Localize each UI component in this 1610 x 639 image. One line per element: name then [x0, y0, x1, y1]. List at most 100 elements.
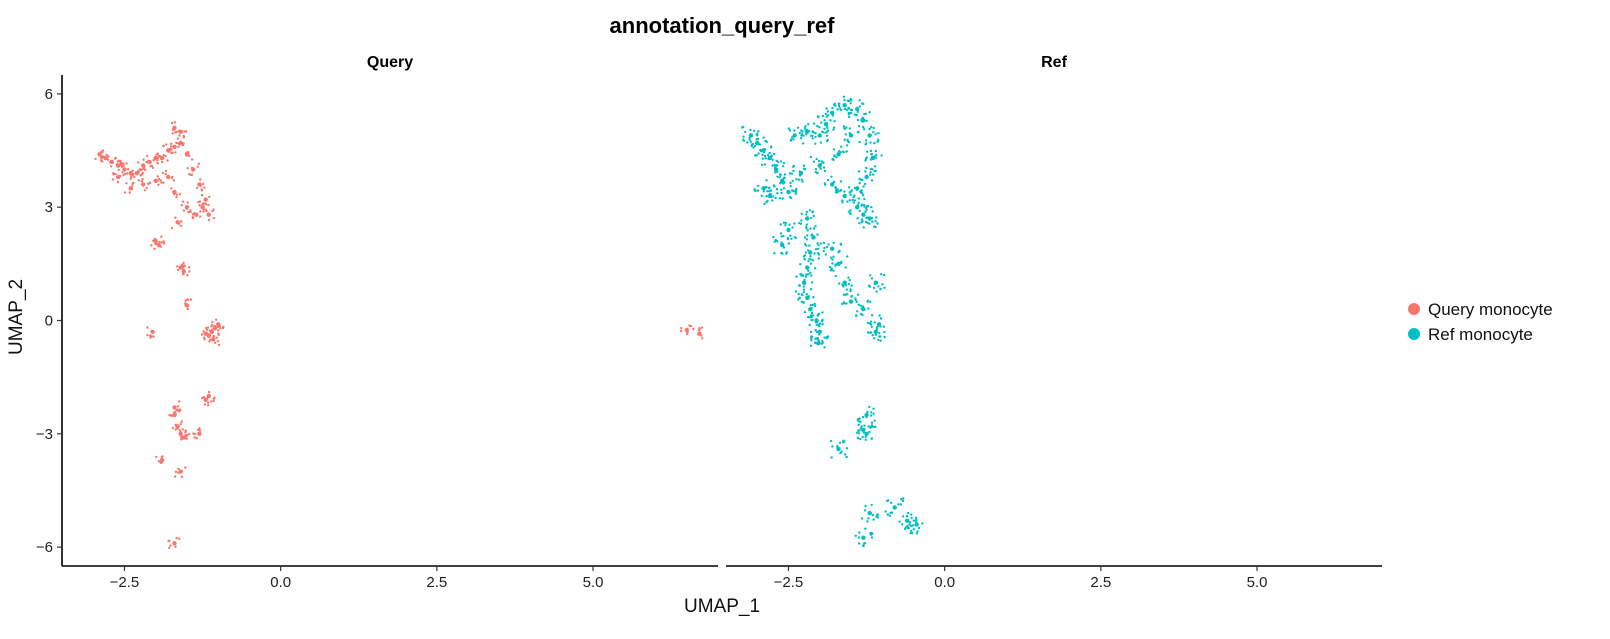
data-point-jitter	[164, 154, 167, 158]
data-point-jitter	[766, 154, 770, 157]
data-point-jitter	[805, 273, 808, 276]
data-point-jitter	[873, 321, 876, 324]
data-point-jitter	[889, 511, 892, 515]
data-point-jitter	[787, 242, 790, 245]
data-point-jitter	[782, 234, 785, 238]
data-point	[873, 329, 879, 334]
data-point-jitter	[878, 332, 881, 335]
panel-strip-ref: Ref	[1041, 54, 1067, 71]
data-point-jitter	[217, 325, 220, 329]
data-point-jitter	[183, 130, 186, 133]
data-point-jitter	[839, 242, 842, 245]
data-point-jitter	[797, 178, 801, 181]
data-point-jitter	[157, 460, 161, 463]
points-query	[94, 121, 704, 550]
data-point-jitter	[171, 151, 174, 154]
data-point-jitter	[808, 257, 811, 261]
data-point-jitter	[802, 142, 805, 145]
data-point-jitter	[870, 325, 873, 328]
data-point-jitter	[870, 179, 874, 182]
data-point	[864, 412, 869, 418]
data-point-jitter	[810, 335, 813, 338]
data-point-jitter	[186, 298, 190, 301]
data-point-jitter	[811, 137, 814, 140]
legend: Query monocyte Ref monocyte	[1408, 300, 1553, 344]
data-point-jitter	[182, 273, 185, 276]
data-point-jitter	[796, 126, 800, 129]
data-point-jitter	[779, 223, 782, 226]
data-point-jitter	[701, 337, 704, 340]
data-point-jitter	[812, 160, 816, 163]
data-point-jitter	[789, 138, 793, 141]
data-point-jitter	[160, 461, 164, 464]
data-point-jitter	[789, 185, 792, 188]
data-point-jitter	[785, 252, 788, 255]
data-point-jitter	[854, 534, 857, 537]
data-point-jitter	[188, 433, 191, 436]
data-point-jitter	[170, 121, 174, 125]
data-point-jitter	[814, 135, 817, 139]
x-tick-label: −2.5	[110, 574, 140, 591]
data-point-jitter	[810, 134, 813, 138]
panel-ref: −2.5 0.0 2.5 5.0	[726, 95, 1382, 591]
data-point-jitter	[826, 129, 830, 132]
x-tick-label: 2.5	[426, 574, 447, 591]
data-point-jitter	[873, 419, 876, 422]
data-point-jitter	[816, 337, 819, 340]
data-point-jitter	[844, 266, 847, 269]
x-tick-label: 5.0	[1247, 574, 1268, 591]
data-point-jitter	[217, 343, 221, 347]
data-point-jitter	[183, 264, 186, 268]
data-point-jitter	[900, 498, 903, 501]
data-point-jitter	[164, 169, 168, 173]
data-point-jitter	[845, 126, 848, 129]
data-point-jitter	[848, 199, 852, 202]
data-point-jitter	[813, 252, 816, 255]
data-point-jitter	[856, 110, 859, 114]
data-point-jitter	[843, 107, 847, 111]
data-point	[817, 329, 822, 334]
data-point-jitter	[870, 424, 874, 427]
data-point-jitter	[862, 544, 865, 547]
data-point-jitter	[819, 242, 823, 245]
data-point-jitter	[864, 504, 867, 508]
data-point-jitter	[119, 161, 122, 164]
data-point-jitter	[174, 545, 177, 548]
data-point-jitter	[865, 119, 868, 123]
data-point-jitter	[189, 173, 192, 177]
data-point-jitter	[173, 193, 176, 196]
data-point-jitter	[876, 516, 879, 519]
data-point-jitter	[155, 153, 158, 156]
data-point-jitter	[757, 130, 760, 133]
data-point-jitter	[139, 174, 142, 177]
data-point-jitter	[847, 99, 851, 103]
data-point-jitter	[176, 405, 180, 408]
data-point	[153, 178, 158, 183]
data-point-jitter	[692, 327, 695, 331]
data-point-jitter	[806, 229, 809, 232]
data-point-jitter	[837, 251, 840, 254]
data-point-jitter	[203, 403, 206, 406]
data-point-jitter	[832, 148, 836, 151]
data-point-jitter	[742, 139, 746, 142]
data-point-jitter	[141, 168, 144, 171]
data-point-jitter	[856, 186, 859, 189]
data-point-jitter	[187, 151, 190, 155]
data-point-jitter	[204, 202, 207, 206]
data-point-jitter	[179, 422, 183, 426]
data-point	[864, 174, 869, 180]
data-point-jitter	[816, 313, 819, 317]
data-point-jitter	[879, 287, 882, 291]
data-point-jitter	[868, 127, 871, 131]
data-point-jitter	[156, 161, 159, 165]
data-point-jitter	[803, 258, 807, 261]
data-point-jitter	[195, 186, 199, 190]
data-point-jitter	[817, 253, 820, 256]
data-point-jitter	[176, 268, 180, 272]
data-point	[141, 182, 146, 187]
data-point	[842, 193, 847, 199]
data-point-jitter	[836, 190, 840, 193]
data-point-jitter	[845, 288, 848, 291]
data-point-jitter	[847, 210, 851, 213]
data-point-jitter	[749, 140, 752, 143]
